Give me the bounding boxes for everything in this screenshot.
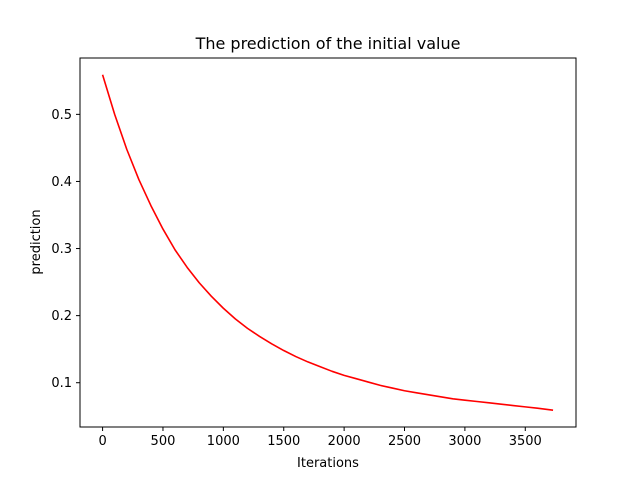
x-tick-label: 0 bbox=[98, 434, 106, 449]
x-tick-label: 1500 bbox=[267, 434, 300, 449]
x-tick-label: 1000 bbox=[207, 434, 240, 449]
y-tick-label: 0.2 bbox=[51, 309, 72, 324]
x-tick-label: 500 bbox=[151, 434, 176, 449]
y-tick-label: 0.1 bbox=[51, 376, 72, 391]
y-axis-label: prediction bbox=[29, 209, 44, 274]
y-axis-ticks: 0.1 0.2 0.3 0.4 0.5 bbox=[51, 108, 80, 391]
y-tick-label: 0.4 bbox=[51, 175, 72, 190]
x-tick-label: 3000 bbox=[448, 434, 481, 449]
plot-area bbox=[79, 57, 577, 428]
x-tick-label: 2000 bbox=[328, 434, 361, 449]
chart-title: The prediction of the initial value bbox=[195, 34, 461, 53]
series-layer bbox=[101, 74, 554, 412]
y-tick-label: 0.5 bbox=[51, 108, 72, 123]
x-axis-ticks: 0 500 1000 1500 2000 2500 3000 3500 bbox=[98, 427, 542, 449]
x-tick-label: 2500 bbox=[388, 434, 421, 449]
x-axis-label: Iterations bbox=[297, 456, 359, 471]
series-line bbox=[101, 74, 554, 412]
y-tick-label: 0.3 bbox=[51, 242, 72, 257]
x-tick-label: 3500 bbox=[509, 434, 542, 449]
